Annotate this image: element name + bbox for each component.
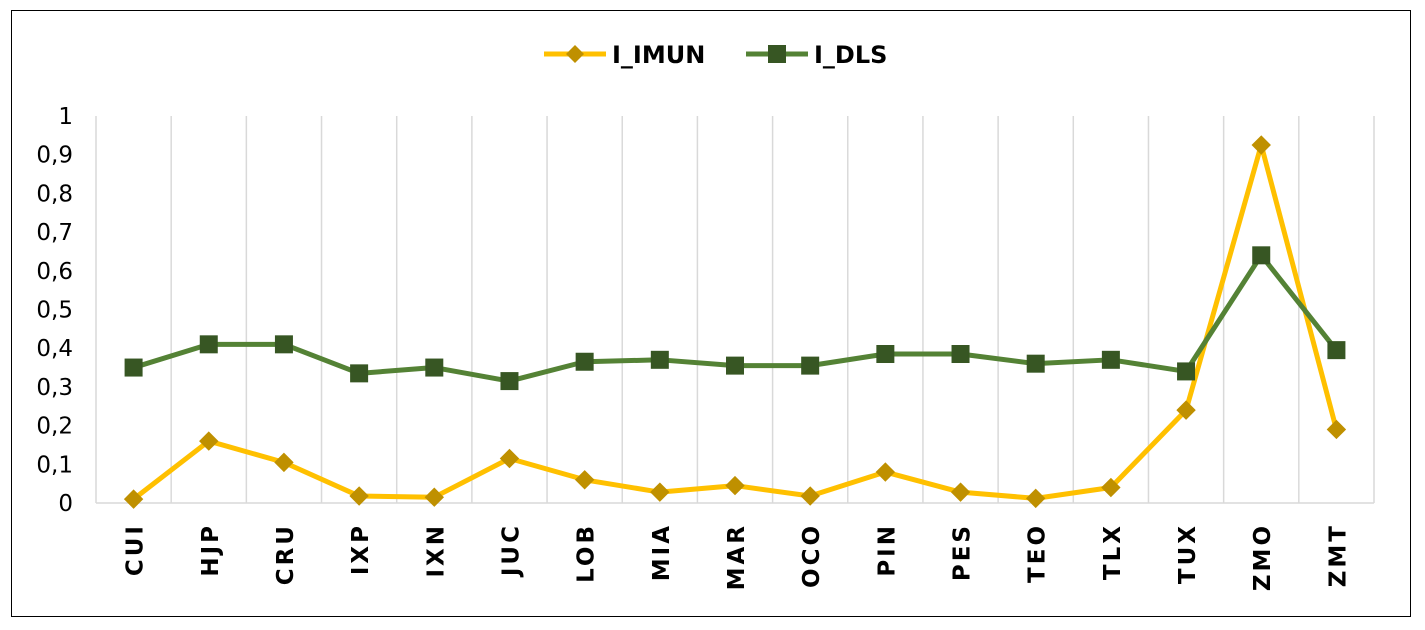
legend-marker <box>566 45 584 63</box>
data-point <box>876 345 895 364</box>
data-point <box>123 489 144 509</box>
data-point <box>1326 419 1347 440</box>
data-point <box>650 482 670 502</box>
legend-item: I_IMUN <box>544 41 705 69</box>
x-tick-label: OCO <box>799 523 825 588</box>
series-layer <box>123 135 1347 509</box>
data-point <box>1176 400 1196 420</box>
data-point <box>1101 350 1120 369</box>
data-point <box>274 452 294 473</box>
x-tick-label: PES <box>950 523 976 581</box>
x-tick-label: IXP <box>348 523 374 575</box>
data-point <box>575 352 594 371</box>
y-tick-label: 0,2 <box>36 414 73 440</box>
data-point <box>425 358 444 377</box>
x-tick-label: JUC <box>498 523 524 578</box>
data-point <box>274 335 293 354</box>
y-tick-label: 0,1 <box>36 452 73 478</box>
x-tick-label: CUI <box>123 523 149 576</box>
data-point <box>1327 341 1346 360</box>
data-point <box>1177 362 1196 381</box>
x-tick-label: PIN <box>874 523 900 577</box>
x-tick-labels: CUI HJP CRU IXP IXN JUC LOB MIA MAR OCO PIN PES TEO T… <box>123 523 1352 591</box>
chart-frame <box>11 10 1411 617</box>
y-tick-label: 0,8 <box>36 181 73 207</box>
x-tick-label: ZMO <box>1250 523 1276 591</box>
x-tick-label: ZMT <box>1325 523 1351 587</box>
data-point <box>124 358 143 377</box>
data-point <box>499 448 520 469</box>
gridlines <box>95 116 1375 503</box>
y-tick-label: 0,9 <box>36 143 73 169</box>
data-point <box>650 350 669 369</box>
data-point <box>726 356 744 375</box>
data-point <box>199 335 218 354</box>
x-tick-label: TLX <box>1100 523 1126 580</box>
data-point <box>1101 477 1121 498</box>
data-point <box>1025 488 1046 509</box>
series-i-imun <box>123 135 1347 509</box>
legend-marker <box>768 45 786 63</box>
series-i-dls <box>124 246 1346 391</box>
series-line <box>132 142 1339 502</box>
data-point <box>1252 246 1271 265</box>
x-tick-label: IXN <box>423 523 449 578</box>
data-point <box>349 486 369 506</box>
data-point <box>574 470 595 490</box>
legend-label: I_DLS <box>814 41 887 69</box>
y-tick-label: 0,4 <box>36 336 73 362</box>
y-tick-label: 0,5 <box>36 298 73 324</box>
y-tick-labels: 0 0,1 0,2 0,3 0,4 0,5 0,6 0,7 0,8 0,9 1 <box>36 104 73 517</box>
y-tick-label: 0 <box>58 491 73 517</box>
data-point <box>950 482 971 502</box>
legend-item: I_DLS <box>746 41 887 69</box>
y-tick-label: 1 <box>58 104 73 130</box>
data-point <box>350 364 369 383</box>
x-tick-label: MAR <box>724 523 750 590</box>
data-point <box>725 475 745 496</box>
data-point <box>424 487 445 507</box>
y-tick-label: 0,3 <box>36 375 73 401</box>
x-tick-label: TEO <box>1025 523 1051 583</box>
data-point <box>1026 354 1045 373</box>
data-point <box>1251 135 1271 155</box>
data-point <box>800 486 820 506</box>
x-tick-label: CRU <box>273 523 299 585</box>
y-tick-label: 0,7 <box>36 220 73 246</box>
data-point <box>199 431 219 451</box>
legend: I_IMUN I_DLS <box>544 41 887 69</box>
legend-label: I_IMUN <box>612 41 705 69</box>
data-point <box>875 462 896 482</box>
data-point <box>951 345 970 364</box>
x-tick-label: LOB <box>574 523 600 583</box>
data-point <box>801 356 820 375</box>
y-tick-label: 0,6 <box>36 259 73 285</box>
x-tick-label: HJP <box>198 523 224 577</box>
data-point <box>500 372 519 391</box>
x-tick-label: TUX <box>1175 523 1201 584</box>
x-tick-label: MIA <box>649 523 675 581</box>
